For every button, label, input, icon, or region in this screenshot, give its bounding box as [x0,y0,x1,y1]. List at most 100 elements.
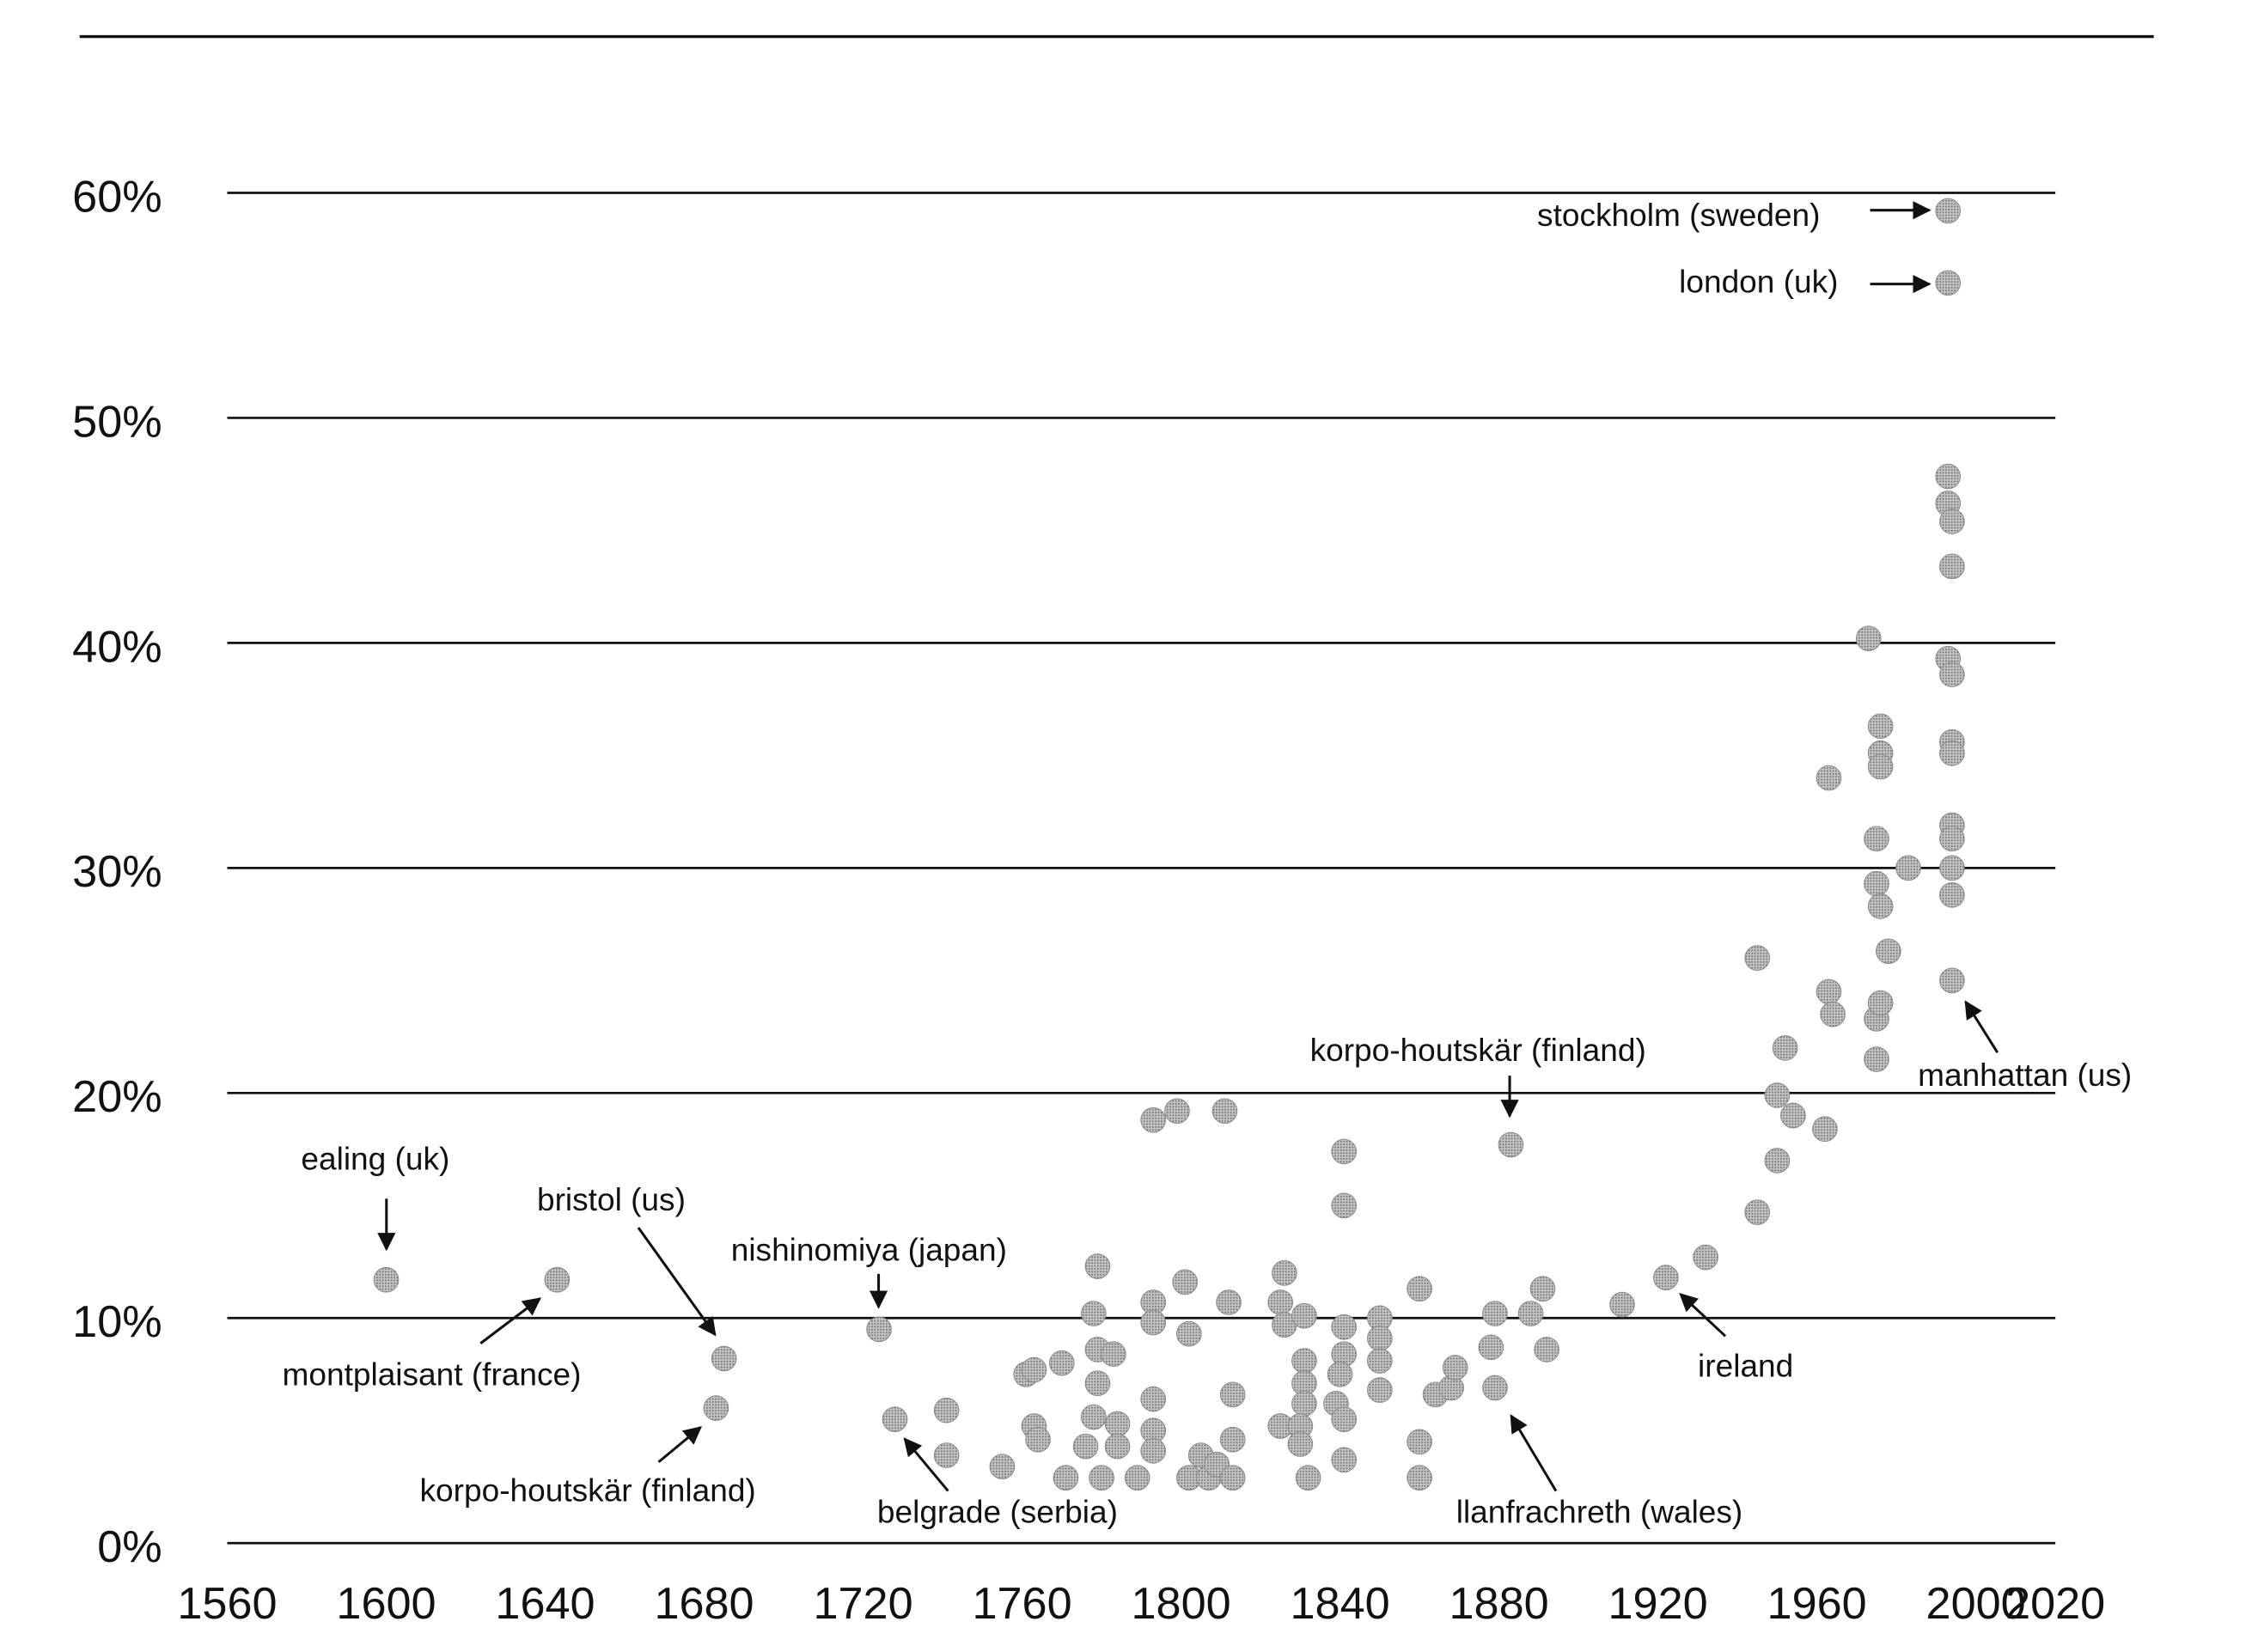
data-point [1939,826,1965,852]
y-tick-label: 40% [72,622,162,672]
x-tick-label: 2020 [2005,1579,2105,1629]
data-point [1939,509,1965,534]
annotation-label: ealing (uk) [301,1141,449,1177]
data-point [1744,1199,1771,1225]
data-point [1855,625,1882,651]
y-tick-label: 30% [72,847,162,897]
data-point [1939,740,1965,766]
data-point [933,1397,960,1423]
data-point [1653,1265,1679,1290]
data-point [1101,1341,1126,1368]
x-tick-label: 1840 [1291,1579,1390,1629]
data-point [1816,978,1842,1005]
data-point [373,1266,400,1293]
data-point [1140,1437,1167,1464]
data-point [1867,893,1894,919]
annotation-label: stockholm (sweden) [1537,197,1820,233]
annotation-label: llanfrachreth (wales) [1456,1494,1743,1530]
data-point [1331,1192,1358,1219]
x-tick-label: 2000 [1926,1579,2026,1629]
data-point [1867,713,1894,740]
data-point [1367,1326,1393,1351]
y-tick-label: 10% [72,1297,162,1347]
data-point [1172,1269,1199,1295]
data-point [1124,1465,1150,1491]
data-point [1175,1320,1202,1347]
data-point [1327,1361,1353,1387]
data-point [1272,1260,1297,1286]
data-point [1407,1465,1432,1491]
annotation-arrow [479,1297,542,1344]
data-point [1164,1098,1190,1125]
data-point [1025,1426,1051,1453]
data-point [1407,1276,1432,1302]
annotation-label: korpo-houtskär (finland) [420,1472,756,1508]
annotation-label: belgrade (serbia) [877,1494,1118,1530]
data-point [1295,1465,1321,1491]
data-point [1267,1289,1294,1315]
data-point [1219,1426,1246,1453]
data-point [1939,967,1965,994]
data-point [1744,945,1771,971]
annotation-label: bristol (us) [537,1181,686,1217]
data-point [1939,855,1965,881]
annotation-label: nishinomiya (japan) [731,1232,1007,1268]
annotation-arrow [903,1437,949,1492]
data-point [1287,1431,1314,1457]
x-tick-label: 1560 [177,1579,277,1629]
data-point [1048,1350,1075,1376]
data-point [1816,765,1842,791]
y-tick-label: 50% [72,397,162,447]
data-point [1939,553,1965,580]
data-point [711,1345,737,1372]
data-point [1939,661,1965,687]
data-point [1219,1465,1246,1491]
data-point [1407,1429,1432,1455]
data-point [1609,1291,1635,1318]
data-point [1291,1302,1317,1329]
data-point [1053,1465,1079,1491]
data-point [1291,1348,1317,1374]
data-point [1935,270,1962,296]
data-point [1478,1334,1504,1361]
data-point [1140,1386,1167,1412]
data-point [1331,1314,1358,1340]
data-point [1084,1370,1111,1397]
data-point [989,1454,1016,1479]
data-point [1331,1138,1358,1165]
data-point [1482,1375,1508,1401]
data-point [1080,1404,1107,1430]
x-tick-label: 1800 [1131,1579,1230,1629]
x-tick-label: 1720 [813,1579,912,1629]
data-point [1219,1381,1246,1408]
data-point [1935,463,1962,490]
data-point [1140,1106,1167,1133]
annotation-arrow [1510,1414,1558,1492]
data-point [1764,1148,1791,1173]
y-tick-label: 0% [97,1522,162,1572]
x-tick-label: 1760 [972,1579,1071,1629]
data-point [1331,1447,1358,1473]
x-tick-label: 1960 [1767,1579,1867,1629]
data-point [882,1406,908,1432]
data-point [1104,1433,1131,1460]
data-point [1812,1116,1838,1143]
data-point [544,1266,571,1293]
data-point [1939,881,1965,908]
data-point [1534,1337,1559,1362]
annotation-arrow [657,1426,702,1464]
data-point [1864,1046,1889,1072]
annotation-label: ireland [1698,1347,1793,1383]
data-point [1780,1102,1806,1129]
y-tick-label: 20% [72,1072,162,1122]
data-point [1104,1411,1131,1437]
data-point [1895,855,1921,881]
data-point [1517,1301,1544,1326]
data-point [1216,1289,1242,1315]
annotation-arrow [1679,1293,1727,1338]
data-point [1529,1276,1556,1302]
data-point [1864,870,1889,897]
data-point [866,1316,892,1343]
x-tick-label: 1600 [336,1579,436,1629]
